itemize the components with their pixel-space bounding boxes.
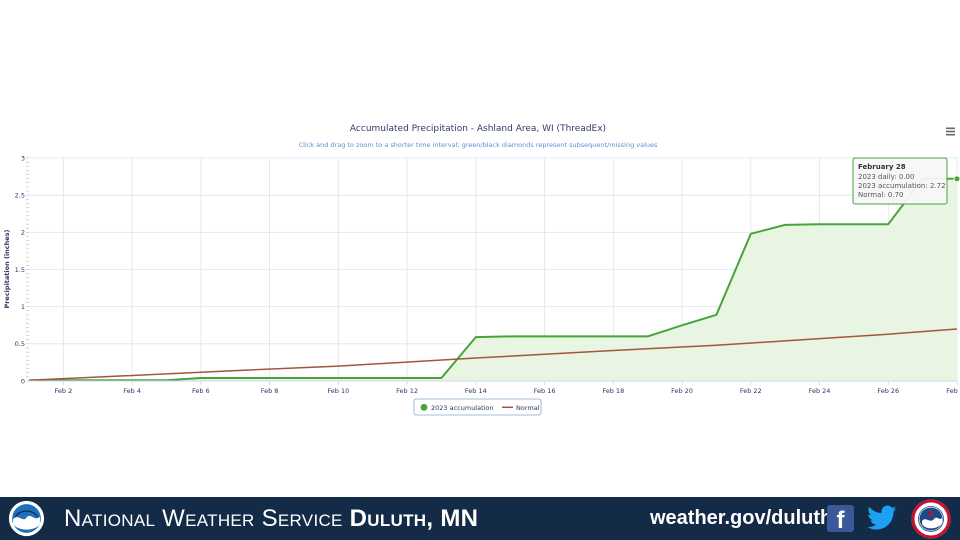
footer-title-city: Duluth, MN	[349, 505, 479, 532]
legend-box	[413, 398, 542, 416]
noaa-logo-icon[interactable]	[8, 500, 45, 537]
y-tick-label: 1	[21, 303, 25, 311]
legend-label-2023-accumulation: 2023 accumulation	[431, 404, 494, 412]
series-2023-accumulation-line[interactable]	[29, 177, 957, 382]
y-tick-label: 0	[21, 377, 25, 385]
x-tick-label: Feb	[946, 387, 958, 395]
x-tick-label: Feb 12	[396, 387, 418, 395]
x-tick-label: Feb 24	[809, 387, 831, 395]
x-tick-label: Feb 8	[261, 387, 279, 395]
chart: Accumulated Precipitation - Ashland Area…	[3, 124, 960, 416]
y-axis-title: Precipitation (inches)	[3, 229, 11, 308]
x-tick-label: Feb 10	[327, 387, 349, 395]
facebook-glyph: f	[836, 507, 845, 532]
tooltip-line-daily: 2023 daily: 0.00	[858, 173, 914, 181]
y-tick-label: 2	[21, 229, 25, 237]
y-tick-label: 3	[21, 154, 25, 162]
legend: 2023 accumulation Normal	[413, 398, 542, 416]
y-tick-label: 2.5	[15, 191, 25, 199]
series-normal-line[interactable]	[28, 328, 958, 382]
footer-url-link[interactable]: weather.gov/duluth	[650, 507, 833, 529]
x-tick-label: Feb 4	[123, 387, 141, 395]
x-tick-label: Feb 26	[877, 387, 899, 395]
tooltip-line-accumulation: 2023 accumulation: 2.72	[858, 182, 946, 190]
x-tick-label: Feb 22	[740, 387, 762, 395]
legend-marker-2023-accumulation	[420, 403, 428, 411]
facebook-icon[interactable]: f	[827, 505, 854, 532]
hover-point-2023-accumulation[interactable]	[953, 175, 960, 183]
legend-label-normal: Normal	[516, 404, 540, 412]
footer-banner: National Weather Service Duluth, MN weat…	[0, 497, 960, 540]
legend-item-2023-accumulation[interactable]: 2023 accumulation	[420, 403, 494, 412]
footer-title-agency: National Weather Service	[64, 505, 343, 532]
legend-item-normal[interactable]: Normal	[502, 404, 540, 412]
axes: 0 0.5 1 1.5 2 2.5 3 Feb 2 Feb 4 Feb 6 Feb 8 Feb 10 F…	[15, 154, 958, 395]
series-2023-accumulation-area	[29, 178, 957, 381]
x-tick-label: Feb 14	[465, 387, 487, 395]
chart-subtitle: Click and drag to zoom to a shorter time…	[299, 141, 658, 149]
x-tick-label: Feb 2	[55, 387, 73, 395]
tooltip-title: February 28	[858, 163, 906, 171]
y-tick-label: 0.5	[15, 340, 25, 348]
chart-title: Accumulated Precipitation - Ashland Area…	[350, 124, 606, 134]
tooltip-line-normal: Normal: 0.70	[858, 191, 904, 199]
x-tick-label: Feb 18	[602, 387, 624, 395]
plot-area[interactable]	[28, 175, 960, 382]
tooltip: February 28 2023 daily: 0.00 2023 accumu…	[852, 157, 948, 205]
twitter-icon[interactable]	[866, 505, 898, 533]
x-tick-label: Feb 6	[192, 387, 210, 395]
x-tick-label: Feb 16	[534, 387, 556, 395]
y-tick-label: 1.5	[15, 266, 25, 274]
nws-logo-icon[interactable]	[911, 499, 951, 539]
footer-title: National Weather Service Duluth, MN	[64, 505, 478, 533]
tooltip-box	[852, 157, 948, 205]
x-tick-label: Feb 20	[671, 387, 693, 395]
hamburger-menu-icon[interactable]	[944, 126, 956, 138]
